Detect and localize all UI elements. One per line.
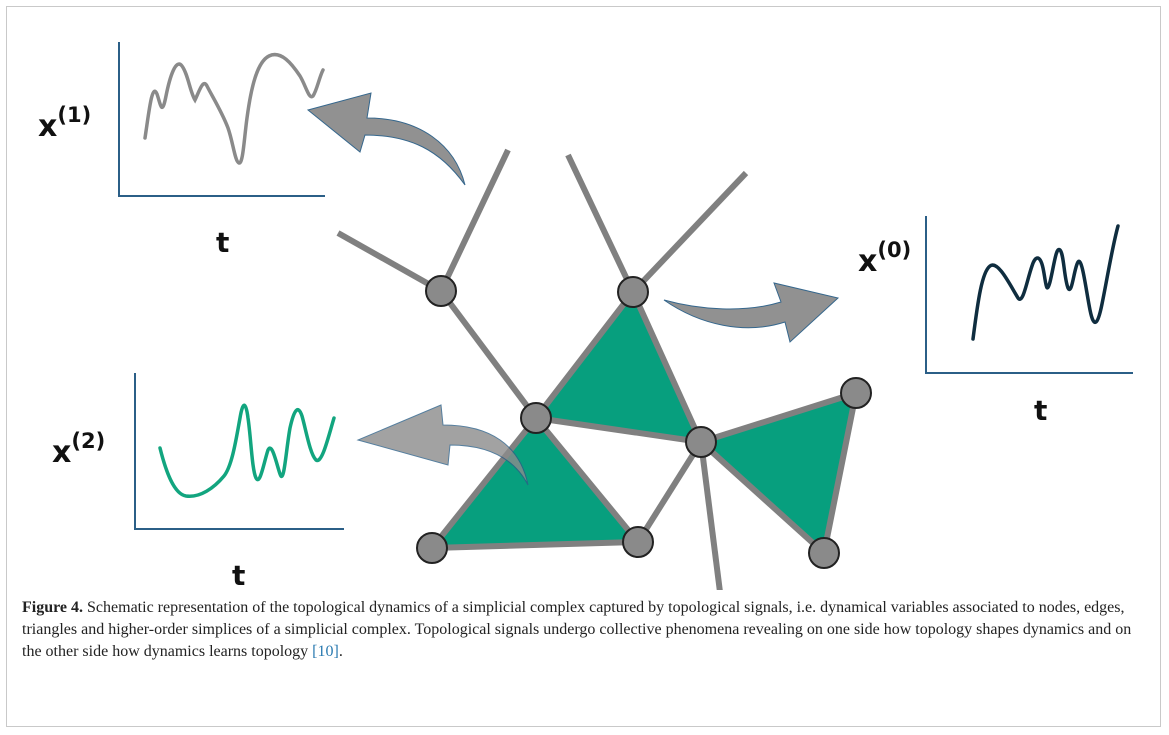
panel-x0-axes <box>925 216 1133 374</box>
figure-caption-text: Schematic representation of the topologi… <box>22 599 1132 660</box>
edge <box>438 289 539 420</box>
edge <box>635 440 704 544</box>
figure-canvas: x(1) t x(0) t x(2) t <box>38 42 1133 590</box>
edge <box>438 148 511 293</box>
node <box>622 526 654 558</box>
arrows <box>306 92 840 486</box>
panel-x0-label: x(0) <box>858 238 911 279</box>
node <box>840 377 872 409</box>
panel-x0-t-label: t <box>1034 394 1047 427</box>
triangle-top <box>533 289 704 445</box>
arrow-to-x2 <box>356 404 529 486</box>
edge <box>336 230 443 294</box>
panel-x2-signal <box>158 403 336 498</box>
panel-x2-axes <box>134 373 344 530</box>
panel-x2: x(2) t <box>52 373 344 590</box>
edge <box>698 441 723 590</box>
edge <box>565 153 636 294</box>
arrow-to-x0 <box>663 282 840 343</box>
node <box>520 402 552 434</box>
panel-x1-axes <box>118 42 325 197</box>
node <box>685 426 717 458</box>
node <box>416 532 448 564</box>
arrow-to-x1 <box>306 92 466 186</box>
node <box>808 537 840 569</box>
panel-x1-label: x(1) <box>38 103 91 144</box>
figure-caption-label: Figure 4. <box>22 599 84 616</box>
panel-x1: x(1) t <box>38 42 325 259</box>
panel-x2-t-label: t <box>232 559 245 590</box>
node <box>425 275 457 307</box>
node <box>617 276 649 308</box>
panel-x2-label: x(2) <box>52 429 105 470</box>
simplicial-complex <box>336 148 859 590</box>
edge <box>630 170 749 295</box>
figure-caption-citation[interactable]: [10] <box>312 643 339 660</box>
panel-x1-signal <box>143 52 325 165</box>
panel-x1-t-label: t <box>216 226 229 259</box>
panel-x0: x(0) t <box>858 216 1133 427</box>
triangle-left <box>429 415 641 551</box>
panel-x0-signal <box>971 224 1120 341</box>
triangle-right <box>698 390 859 556</box>
figure-caption-end: . <box>338 643 343 660</box>
figure-caption: Figure 4. Schematic representation of th… <box>22 597 1147 663</box>
nodes <box>416 275 872 569</box>
